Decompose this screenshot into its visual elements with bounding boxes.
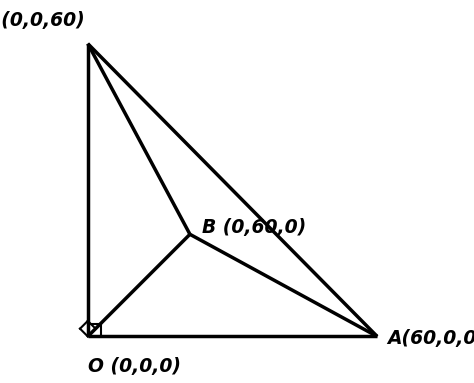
Text: O (0,0,0): O (0,0,0)	[88, 357, 181, 376]
Text: A(60,0,0): A(60,0,0)	[387, 329, 474, 348]
Text: C (0,0,60): C (0,0,60)	[0, 11, 84, 30]
Text: B (0,60,0): B (0,60,0)	[202, 218, 306, 237]
